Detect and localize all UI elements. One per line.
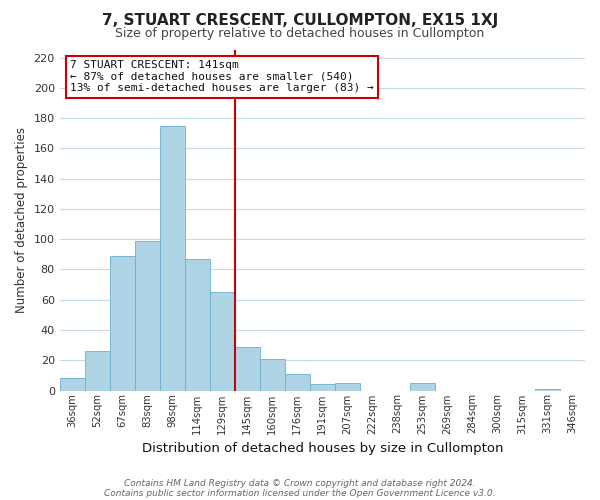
Bar [210,292,235,390]
Bar [260,358,285,390]
Bar [535,389,560,390]
Bar [185,259,210,390]
X-axis label: Distribution of detached houses by size in Cullompton: Distribution of detached houses by size … [142,442,503,455]
Text: 7, STUART CRESCENT, CULLOMPTON, EX15 1XJ: 7, STUART CRESCENT, CULLOMPTON, EX15 1XJ [102,12,498,28]
Bar [235,346,260,391]
Bar [110,256,135,390]
Bar [160,126,185,390]
Text: Contains public sector information licensed under the Open Government Licence v3: Contains public sector information licen… [104,488,496,498]
Text: Size of property relative to detached houses in Cullompton: Size of property relative to detached ho… [115,28,485,40]
Bar [135,240,160,390]
Bar [285,374,310,390]
Text: Contains HM Land Registry data © Crown copyright and database right 2024.: Contains HM Land Registry data © Crown c… [124,478,476,488]
Bar [410,383,435,390]
Bar [59,378,85,390]
Bar [310,384,335,390]
Text: 7 STUART CRESCENT: 141sqm
← 87% of detached houses are smaller (540)
13% of semi: 7 STUART CRESCENT: 141sqm ← 87% of detac… [70,60,374,94]
Bar [335,383,360,390]
Y-axis label: Number of detached properties: Number of detached properties [15,128,28,314]
Bar [85,351,110,391]
